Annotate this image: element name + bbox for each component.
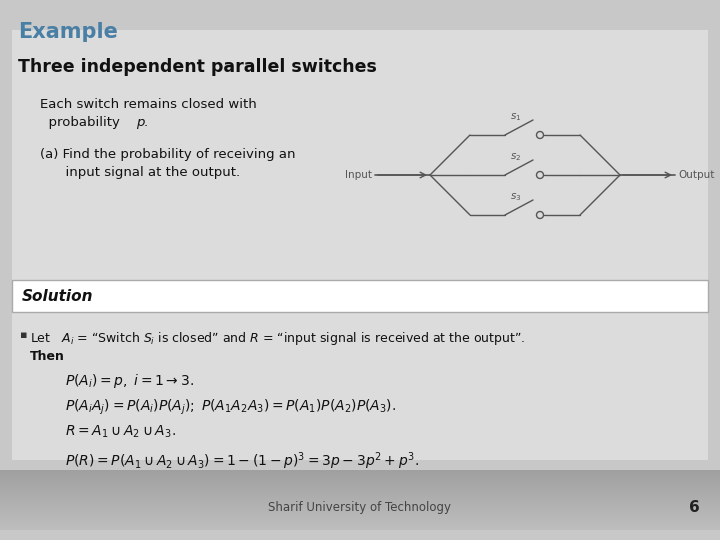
Bar	[0, 518, 720, 519]
Bar	[0, 497, 720, 498]
Bar	[0, 486, 720, 487]
Bar	[0, 512, 720, 513]
Text: input signal at the output.: input signal at the output.	[40, 166, 240, 179]
Bar	[0, 494, 720, 495]
Text: p: p	[136, 116, 145, 129]
Bar	[0, 520, 720, 521]
Bar	[0, 490, 720, 491]
Bar	[0, 488, 720, 489]
Bar	[0, 491, 720, 492]
Bar	[0, 507, 720, 508]
Bar	[0, 480, 720, 481]
Bar	[0, 470, 720, 471]
Text: Sharif University of Technology: Sharif University of Technology	[269, 502, 451, 515]
Bar	[0, 516, 720, 517]
Bar	[0, 475, 720, 476]
Bar	[0, 483, 720, 484]
Bar	[0, 510, 720, 511]
Text: (a) Find the probability of receiving an: (a) Find the probability of receiving an	[40, 148, 295, 161]
Bar	[0, 477, 720, 478]
Bar	[0, 476, 720, 477]
Text: Output: Output	[678, 170, 714, 180]
Bar	[0, 472, 720, 473]
Bar	[0, 479, 720, 480]
Bar	[0, 521, 720, 522]
Bar	[0, 493, 720, 494]
Bar	[0, 481, 720, 482]
Text: Input: Input	[345, 170, 372, 180]
Bar	[0, 471, 720, 472]
Bar	[0, 478, 720, 479]
Bar	[0, 499, 720, 500]
Bar	[0, 527, 720, 528]
Bar	[0, 508, 720, 509]
Bar	[0, 525, 720, 526]
Text: $s_3$: $s_3$	[510, 191, 521, 203]
Text: $P(A_i A_j) = P(A_i)P(A_j); \; P(A_1 A_2 A_3) = P(A_1)P(A_2)P(A_3).$: $P(A_i A_j) = P(A_i)P(A_j); \; P(A_1 A_2…	[65, 398, 396, 417]
Bar	[12, 30, 708, 460]
Text: Let   $A_i$ = “Switch $S_i$ is closed” and $R$ = “input signal is received at th: Let $A_i$ = “Switch $S_i$ is closed” and…	[30, 330, 526, 347]
Bar	[0, 517, 720, 518]
Bar	[0, 482, 720, 483]
Text: Three independent parallel switches: Three independent parallel switches	[18, 58, 377, 76]
Bar	[0, 528, 720, 529]
Bar	[0, 496, 720, 497]
Bar	[0, 526, 720, 527]
Bar	[0, 498, 720, 499]
Text: $P(A_i) = p, \; i = 1 \rightarrow 3.$: $P(A_i) = p, \; i = 1 \rightarrow 3.$	[65, 372, 194, 390]
Bar	[0, 522, 720, 523]
Text: Then: Then	[30, 350, 65, 363]
Text: .: .	[144, 116, 148, 129]
Text: $R = A_1 \cup A_2 \cup A_3.$: $R = A_1 \cup A_2 \cup A_3.$	[65, 424, 176, 441]
Bar	[0, 484, 720, 485]
Bar	[0, 473, 720, 474]
Text: Solution: Solution	[22, 289, 94, 304]
Bar	[0, 503, 720, 504]
Bar	[0, 485, 720, 486]
Bar	[0, 506, 720, 507]
Bar	[0, 524, 720, 525]
Bar	[0, 495, 720, 496]
Text: $s_1$: $s_1$	[510, 111, 521, 123]
Text: $P(R) = P(A_1 \cup A_2 \cup A_3) = 1 - (1-p)^3 = 3p - 3p^2 + p^3.$: $P(R) = P(A_1 \cup A_2 \cup A_3) = 1 - (…	[65, 450, 419, 471]
Bar	[0, 523, 720, 524]
Bar	[0, 513, 720, 514]
Text: $s_2$: $s_2$	[510, 151, 521, 163]
Bar	[0, 501, 720, 502]
Text: Example: Example	[18, 22, 118, 42]
Bar	[0, 489, 720, 490]
Bar	[0, 502, 720, 503]
Text: 6: 6	[689, 501, 700, 516]
Bar	[0, 487, 720, 488]
Bar	[0, 511, 720, 512]
Bar	[0, 509, 720, 510]
Text: probability: probability	[40, 116, 124, 129]
Text: ▪: ▪	[20, 330, 27, 340]
Bar	[0, 500, 720, 501]
Bar	[0, 504, 720, 505]
Bar	[0, 515, 720, 516]
Bar	[0, 529, 720, 530]
Text: Each switch remains closed with: Each switch remains closed with	[40, 98, 257, 111]
Bar	[0, 514, 720, 515]
Bar	[0, 505, 720, 506]
Bar	[0, 474, 720, 475]
Bar	[12, 280, 708, 312]
Bar	[0, 492, 720, 493]
Bar	[0, 519, 720, 520]
